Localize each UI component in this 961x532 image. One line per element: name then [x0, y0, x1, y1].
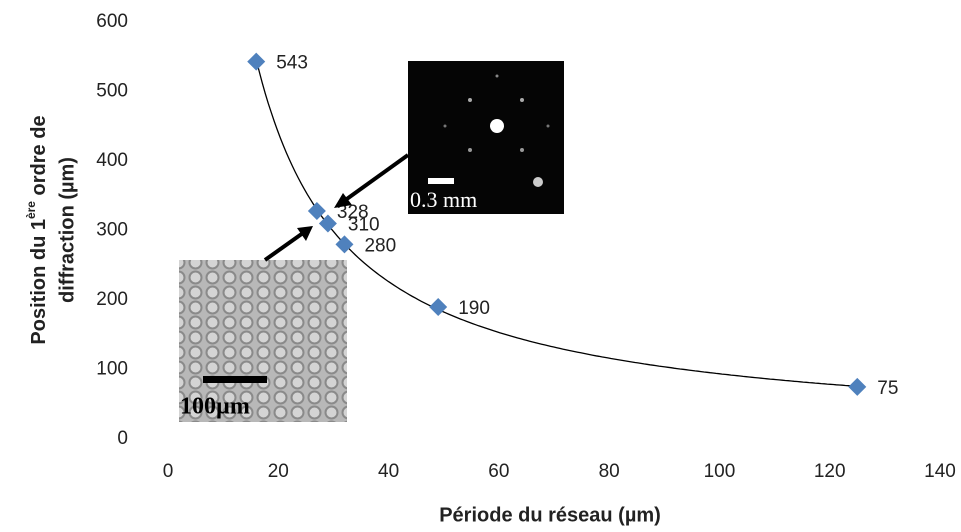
plot-area: 0 100 200 300 400 500 600 0 20 40 60 80 100 120 140 543… [96, 11, 956, 482]
data-label: 190 [458, 298, 490, 319]
x-tick-label: 80 [599, 461, 620, 482]
x-tick-label: 0 [163, 461, 174, 482]
scale-label: 0.3 mm [410, 187, 477, 212]
data-label: 328 [337, 202, 369, 223]
data-point [429, 297, 448, 316]
y-tick-label: 100 [96, 359, 128, 380]
structure-inset: 100µm [179, 260, 347, 422]
y-axis-title: Position du 1ère ordre de [24, 115, 50, 344]
y-title-sup: ère [24, 201, 38, 219]
y-tick-label: 400 [96, 150, 128, 171]
data-label: 310 [348, 215, 380, 236]
data-point [307, 202, 326, 221]
arrows [263, 153, 410, 262]
data-label: 75 [877, 378, 898, 399]
scale-label: 100µm [180, 394, 250, 420]
x-tick-label: 120 [814, 461, 846, 482]
x-tick-label: 140 [924, 461, 956, 482]
data-label: 543 [276, 53, 308, 74]
data-point [335, 235, 354, 254]
y-tick-label: 200 [96, 289, 128, 310]
y-tick-label: 500 [96, 81, 128, 102]
x-axis-title: Période du réseau (µm) [439, 504, 661, 526]
y-tick-label: 300 [96, 220, 128, 241]
x-tick-label: 40 [378, 461, 399, 482]
data-label: 280 [364, 235, 396, 256]
y-title-part: Position du 1 [28, 219, 50, 345]
x-tick-label: 100 [704, 461, 736, 482]
data-point [848, 377, 867, 396]
diffraction-inset: 0.3 mm [408, 61, 564, 214]
data-point [247, 52, 266, 71]
y-tick-label: 0 [117, 428, 128, 449]
x-tick-label: 60 [488, 461, 509, 482]
x-tick-label: 20 [268, 461, 289, 482]
y-axis-title: diffraction (µm) [56, 157, 78, 303]
y-title-part: ordre de [28, 115, 50, 201]
data-point [318, 214, 337, 233]
trendline [255, 59, 858, 388]
y-tick-label: 600 [96, 11, 128, 32]
